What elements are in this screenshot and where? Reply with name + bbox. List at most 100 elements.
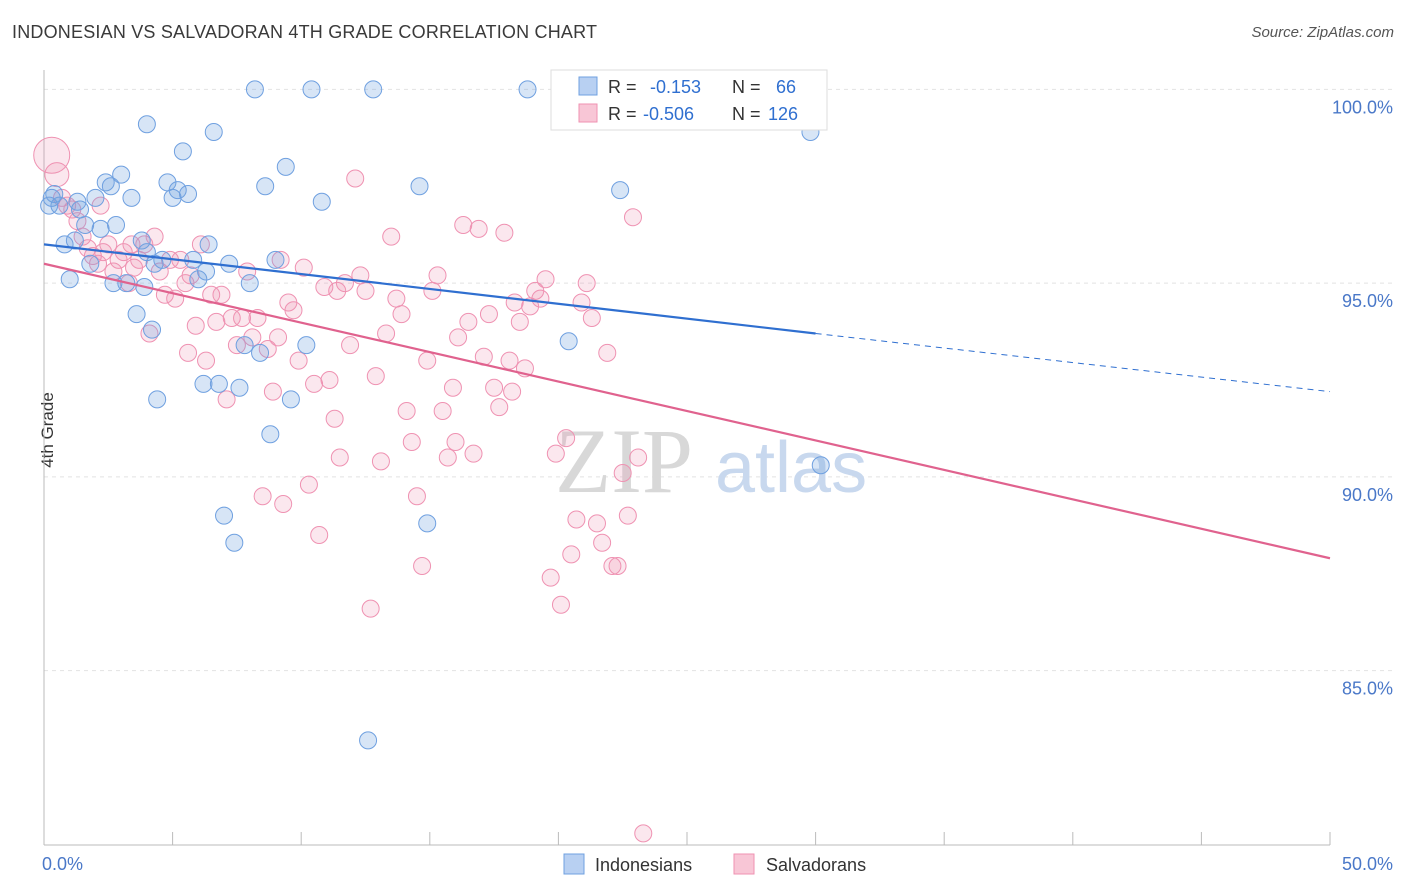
salvadoran-point-107 bbox=[593, 533, 612, 552]
indonesian-point-4 bbox=[60, 270, 79, 289]
indonesian-point-35 bbox=[215, 506, 234, 525]
salvadoran-point-9 bbox=[89, 254, 108, 273]
salvadoran-point-75 bbox=[428, 266, 447, 285]
salvadoran-point-98 bbox=[546, 444, 565, 463]
indonesian-point-18 bbox=[132, 231, 151, 250]
salvadoran-point-81 bbox=[459, 312, 478, 331]
indonesian-point-26 bbox=[168, 181, 187, 200]
salvadoran-point-0 bbox=[33, 136, 71, 174]
salvadoran-point-112 bbox=[618, 506, 637, 525]
legend-swatch-salvadoran bbox=[578, 103, 598, 123]
salvadoran-point-86 bbox=[485, 378, 504, 397]
stat-n-label-1: N = bbox=[732, 77, 761, 97]
salvadoran-point-71 bbox=[407, 487, 426, 506]
salvadoran-point-39 bbox=[243, 328, 262, 347]
indonesian-point-63 bbox=[145, 254, 164, 273]
salvadoran-point-64 bbox=[371, 452, 390, 471]
salvadoran-point-121 bbox=[446, 433, 465, 451]
salvadoran-point-111 bbox=[613, 464, 632, 482]
salvadoran-point-105 bbox=[582, 309, 601, 327]
indonesian-point-44 bbox=[261, 425, 280, 444]
salvadoran-point-44 bbox=[269, 328, 288, 347]
indonesian-point-47 bbox=[281, 390, 300, 409]
indonesian-point-36 bbox=[220, 254, 239, 273]
indonesian-point-20 bbox=[137, 115, 156, 134]
indonesian-point-60 bbox=[42, 188, 61, 207]
indonesian-point-42 bbox=[251, 343, 270, 362]
salvadoran-point-62 bbox=[361, 599, 380, 618]
salvadoran-point-83 bbox=[469, 219, 488, 238]
stat-n-label-2: N = bbox=[732, 104, 761, 124]
salvadoran-point-119 bbox=[271, 250, 290, 269]
indonesian-point-37 bbox=[225, 533, 244, 552]
indonesian-point-64 bbox=[197, 262, 216, 281]
watermark: ZIP atlas bbox=[555, 410, 867, 512]
salvadoran-point-113 bbox=[623, 208, 642, 227]
indonesian-point-58 bbox=[811, 456, 830, 475]
indonesian-point-61 bbox=[68, 192, 87, 211]
salvadoran-point-87 bbox=[490, 398, 509, 417]
indonesian-point-3 bbox=[55, 235, 74, 254]
watermark-atlas: atlas bbox=[715, 428, 867, 508]
salvadoran-point-76 bbox=[433, 402, 452, 420]
salvadoran-point-122 bbox=[503, 382, 522, 401]
salvadoran-point-50 bbox=[299, 475, 318, 494]
salvadoran-point-49 bbox=[294, 258, 313, 277]
stat-n-value-1: 66 bbox=[776, 77, 796, 97]
salvadoran-point-68 bbox=[392, 305, 411, 324]
chart-title: INDONESIAN VS SALVADORAN 4TH GRADE CORRE… bbox=[12, 22, 598, 42]
salvadoran-point-90 bbox=[505, 293, 524, 312]
salvadoran-point-110 bbox=[608, 557, 627, 575]
salvadoran-point-96 bbox=[536, 270, 555, 289]
stat-n-value-2: 126 bbox=[768, 104, 798, 124]
indonesian-point-49 bbox=[302, 80, 321, 99]
source-label: Source: ZipAtlas.com bbox=[1251, 24, 1394, 41]
salvadoran-point-33 bbox=[212, 285, 231, 304]
salvadoran-point-114 bbox=[629, 448, 648, 467]
indonesian-point-51 bbox=[359, 731, 378, 750]
tick-labels: 100.0% 95.0% 90.0% 85.0% 0.0% 50.0% bbox=[42, 97, 1393, 874]
salvadoran-point-115 bbox=[634, 824, 653, 843]
salvadoran-point-70 bbox=[402, 433, 421, 451]
salvadoran-point-63 bbox=[366, 367, 385, 386]
y-tick-label-1: 95.0% bbox=[1342, 291, 1393, 311]
salvadoran-point-43 bbox=[263, 382, 282, 401]
indonesian-point-10 bbox=[91, 219, 110, 238]
salvadoran-point-85 bbox=[479, 305, 498, 324]
stat-r-value-2: -0.506 bbox=[643, 104, 694, 124]
salvadoran-point-65 bbox=[377, 324, 396, 343]
salvadoran-point-101 bbox=[562, 545, 581, 564]
salvadoran-point-88 bbox=[495, 223, 514, 242]
salvadoran-point-36 bbox=[227, 336, 246, 355]
indonesian-point-33 bbox=[204, 123, 223, 141]
indonesian-trend-extension bbox=[815, 333, 1331, 393]
salvadoran-point-66 bbox=[382, 227, 401, 246]
salvadoran-point-79 bbox=[449, 328, 468, 347]
salvadoran-point-69 bbox=[397, 402, 416, 420]
indonesian-point-31 bbox=[194, 374, 213, 393]
salvadoran-point-95 bbox=[531, 289, 550, 308]
salvadoran-point-77 bbox=[438, 448, 457, 467]
indonesian-trend-line bbox=[43, 243, 816, 335]
salvadoran-point-56 bbox=[330, 448, 349, 467]
y-tick-label-0: 100.0% bbox=[1332, 97, 1393, 117]
salvadoran-point-32 bbox=[207, 312, 226, 331]
indonesian-point-27 bbox=[173, 142, 192, 161]
stat-r-label-1: R = bbox=[608, 77, 637, 97]
indonesian-point-14 bbox=[112, 165, 131, 184]
salvadoran-point-59 bbox=[346, 169, 365, 188]
salvadoran-point-35 bbox=[222, 309, 241, 327]
indonesian-point-50 bbox=[312, 192, 331, 211]
salvadoran-point-89 bbox=[500, 351, 519, 370]
grid-lines bbox=[44, 88, 1394, 672]
salvadoran-point-1 bbox=[44, 162, 70, 188]
stats-legend: R = -0.153 N = 66 R = -0.506 N = 126 bbox=[550, 69, 828, 131]
indonesian-point-46 bbox=[276, 157, 295, 176]
stat-r-value-1: -0.153 bbox=[650, 77, 701, 97]
salvadoran-point-100 bbox=[557, 429, 576, 448]
salvadoran-point-55 bbox=[325, 409, 344, 428]
salvadoran-trend-line bbox=[43, 262, 1331, 560]
salvadoran-point-80 bbox=[454, 216, 473, 234]
salvadoran-point-31 bbox=[202, 285, 221, 304]
